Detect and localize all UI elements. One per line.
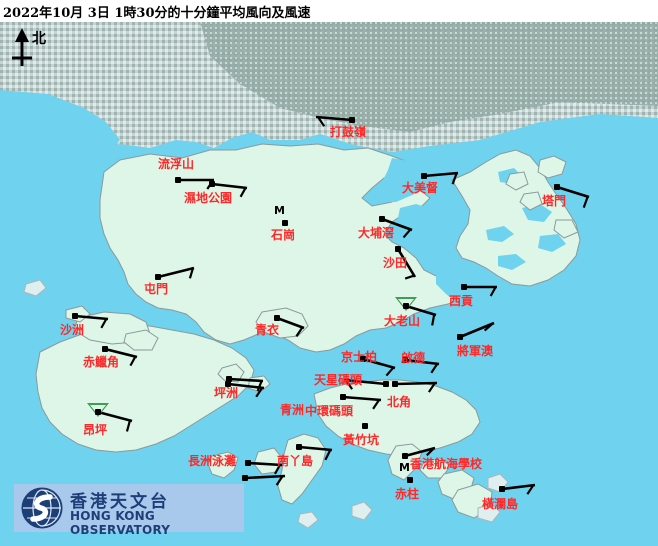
station-dot-icon (72, 313, 78, 319)
station-label: 啟德 (401, 351, 426, 365)
station-label: 南丫島 (277, 454, 314, 468)
station-dot-icon (362, 423, 368, 429)
station-dot-icon (421, 173, 427, 179)
station-label: 屯門 (144, 282, 169, 296)
station-label: 青衣 (255, 323, 280, 337)
hko-logo-chinese: 香港天文台 (70, 492, 170, 512)
calm-indicator: M (274, 204, 285, 217)
station-dot-icon (402, 357, 408, 363)
map-geometry (0, 22, 658, 546)
station-label: 黃竹坑 (343, 433, 380, 447)
station-label: 赤鱲角 (83, 355, 120, 369)
station-dot-icon (457, 334, 463, 340)
map-canvas[interactable]: 北 打鼓嶺流浮山濕地公園 M 石崗屯門 大美督塔門大埔滘沙田西貢大老山將軍澳 青衣京士柏… (0, 22, 658, 546)
north-arrow-icon (12, 28, 32, 66)
station-label: 打鼓嶺 (330, 125, 367, 139)
station-dot-icon (226, 376, 232, 382)
station-label: 香港航海學校 (410, 457, 483, 471)
station-label: 天星碼頭 (314, 373, 363, 387)
station-dot-icon (225, 381, 231, 387)
station-dot-icon (296, 444, 302, 450)
station-dot-icon (392, 381, 398, 387)
station-label: 沙田 (383, 256, 408, 270)
station-dot-icon (95, 409, 101, 415)
station-label: 將軍澳 (457, 344, 494, 358)
station-dot-icon (175, 177, 181, 183)
station-label: 流浮山 (158, 157, 195, 171)
station-dot-icon (155, 274, 161, 280)
station-label: 大埔滘 (358, 226, 395, 240)
station-label: 坪洲 (214, 386, 239, 400)
station-dot-icon (554, 184, 560, 190)
station-dot-icon (274, 315, 280, 321)
station-label: 大美督 (402, 181, 439, 195)
hko-logo-english: HONG KONG OBSERVATORY (70, 509, 171, 537)
station-dot-icon (245, 460, 251, 466)
station-label: 濕地公園 (184, 191, 233, 205)
station-label: 京士柏 (341, 350, 378, 364)
station-dot-icon (340, 394, 346, 400)
station-dot-icon (402, 453, 408, 459)
station-label: 長洲泳灘 (188, 454, 237, 468)
title-bar: 2022年10月 3日 1時30分的十分鐘平均風向及風速 (0, 0, 658, 22)
station-label: 塔門 (542, 194, 567, 208)
station-dot-icon (395, 246, 401, 252)
station-dot-icon (282, 220, 288, 226)
station-label: 昂坪 (83, 423, 108, 437)
station-dot-icon (383, 381, 389, 387)
station-label: 西貢 (449, 294, 474, 308)
station-label: 北角 (387, 395, 412, 409)
hko-logo-icon (21, 487, 63, 529)
north-label: 北 (32, 31, 46, 47)
station-label: 赤柱 (395, 487, 420, 501)
north-arrow: 北 (6, 26, 62, 74)
station-dot-icon (499, 486, 505, 492)
hko-logo: 香港天文台 HONG KONG OBSERVATORY (14, 484, 244, 537)
station-label: 中環碼頭 (305, 404, 354, 418)
station-dot-icon (379, 216, 385, 222)
station-label: 橫瀾島 (482, 497, 519, 511)
station-dot-icon (102, 346, 108, 352)
station-label: 青洲 (280, 403, 305, 417)
station-dot-icon (407, 477, 413, 483)
station-dot-icon (403, 303, 409, 309)
station-dot-icon (360, 356, 366, 362)
station-dot-icon (209, 181, 215, 187)
station-label: 大老山 (384, 314, 421, 328)
station-dot-icon (242, 475, 248, 481)
station-dot-icon (461, 284, 467, 290)
page-title: 2022年10月 3日 1時30分的十分鐘平均風向及風速 (3, 6, 311, 21)
calm-indicator: M (399, 461, 410, 474)
station-dot-icon (349, 117, 355, 123)
station-label: 石崗 (271, 228, 296, 242)
station-label: 沙洲 (60, 323, 85, 337)
